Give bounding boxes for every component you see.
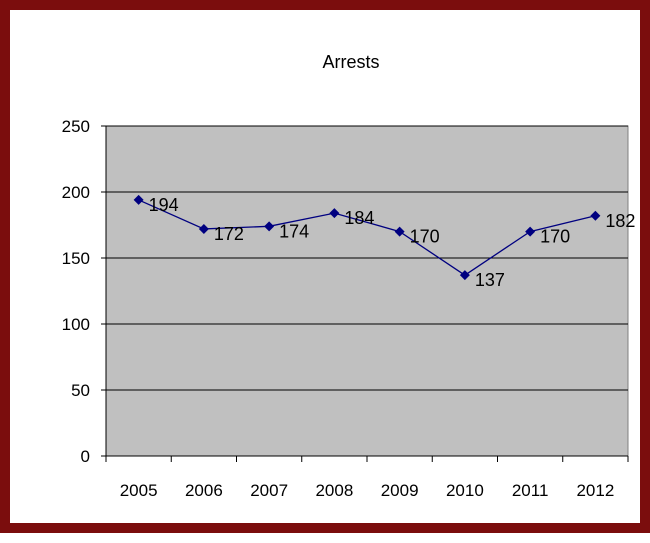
y-tick-label: 100 — [62, 315, 90, 334]
chart: Arrests 0 50 100 150 200 250 2005 2006 2007 2008 2… — [62, 52, 636, 500]
data-point — [590, 210, 601, 221]
chart-title: Arrests — [322, 52, 379, 72]
data-label: 172 — [214, 224, 244, 244]
data-label: 182 — [605, 211, 635, 231]
data-label: 137 — [475, 270, 505, 290]
data-point — [329, 208, 340, 219]
x-tick-label: 2005 — [120, 481, 158, 500]
y-tick-label: 0 — [81, 447, 90, 466]
y-tick-label: 50 — [71, 381, 90, 400]
data-label: 174 — [279, 221, 309, 241]
series — [133, 194, 601, 281]
x-tick-label: 2006 — [185, 481, 223, 500]
data-point — [198, 223, 209, 234]
axes: 0 50 100 150 200 250 2005 2006 2007 2008 2009 2010 2… — [62, 117, 629, 500]
y-tick-label: 150 — [62, 249, 90, 268]
y-tick-label: 200 — [62, 183, 90, 202]
x-tick-label: 2008 — [315, 481, 353, 500]
data-point — [264, 221, 275, 232]
x-tick-label: 2009 — [381, 481, 419, 500]
series-line — [138, 199, 596, 276]
x-tick-label: 2007 — [250, 481, 288, 500]
data-label: 194 — [149, 195, 179, 215]
plot-area — [105, 125, 629, 457]
x-tick-label: 2011 — [512, 481, 549, 500]
x-tick-label: 2010 — [446, 481, 484, 500]
data-label: 170 — [410, 227, 440, 247]
data-point — [525, 226, 536, 237]
y-tick-label: 250 — [62, 117, 90, 136]
data-point — [459, 270, 470, 281]
data-label: 184 — [344, 208, 374, 228]
data-point — [133, 194, 144, 205]
gridlines — [106, 125, 628, 391]
data-label: 170 — [540, 227, 570, 247]
data-point — [394, 226, 405, 237]
x-tick-label: 2012 — [576, 481, 614, 500]
data-labels: 194 172 174 184 170 137 170 182 — [149, 195, 636, 290]
